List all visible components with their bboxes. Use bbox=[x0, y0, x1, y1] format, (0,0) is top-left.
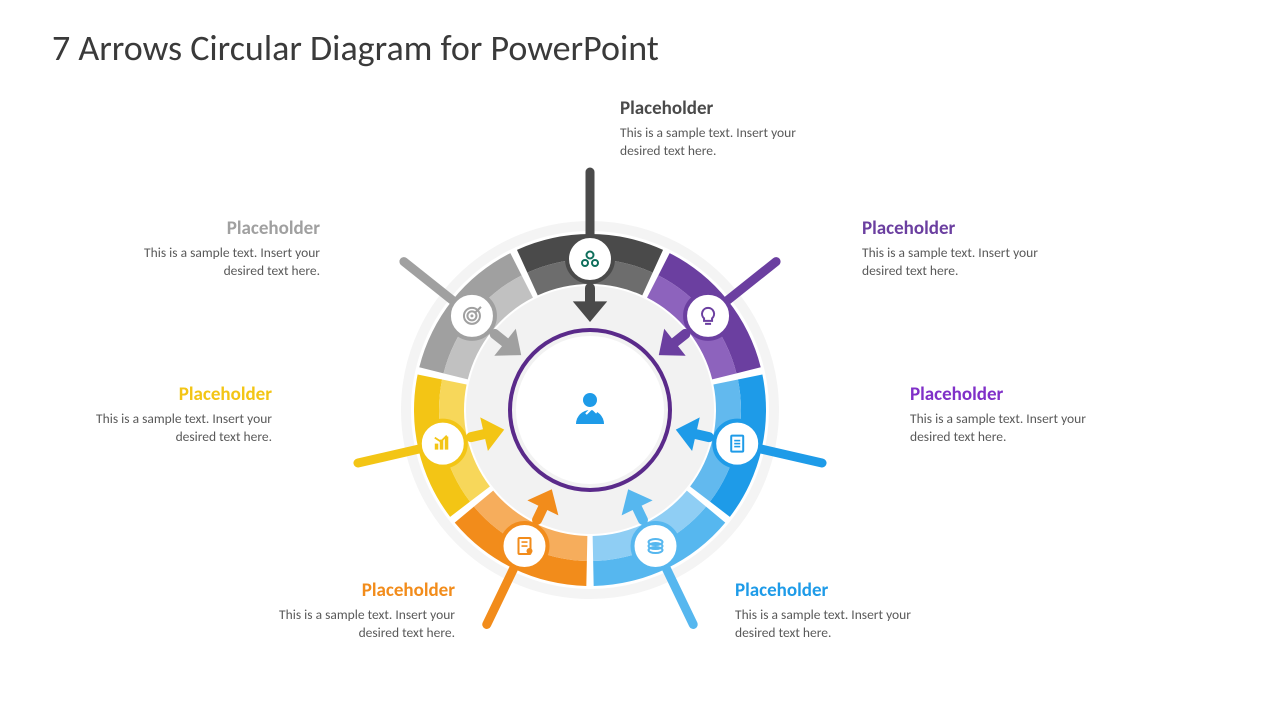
label-title-5: Placeholder bbox=[62, 384, 272, 407]
label-title-6: Placeholder bbox=[110, 218, 320, 241]
label-group-2: Placeholder This is a sample text. Insert… bbox=[910, 384, 1120, 446]
label-group-6: Placeholder This is a sample text. Insert… bbox=[110, 218, 320, 280]
label-title-4: Placeholder bbox=[245, 580, 455, 603]
label-title-0: Placeholder bbox=[620, 98, 830, 121]
spoke-1 bbox=[724, 262, 776, 303]
spoke-6 bbox=[404, 262, 456, 303]
label-group-5: Placeholder This is a sample text. Insert… bbox=[62, 384, 272, 446]
label-body-4: This is a sample text. Insert your desir… bbox=[245, 606, 455, 642]
label-body-6: This is a sample text. Insert your desir… bbox=[110, 244, 320, 280]
icon-badge-1 bbox=[685, 293, 731, 339]
label-group-4: Placeholder This is a sample text. Insert… bbox=[245, 580, 455, 642]
label-body-2: This is a sample text. Insert your desir… bbox=[910, 410, 1120, 446]
label-title-1: Placeholder bbox=[862, 218, 1072, 241]
label-group-1: Placeholder This is a sample text. Insert… bbox=[862, 218, 1072, 280]
label-title-2: Placeholder bbox=[910, 384, 1120, 407]
label-body-0: This is a sample text. Insert your desir… bbox=[620, 124, 830, 160]
label-title-3: Placeholder bbox=[735, 580, 945, 603]
label-body-1: This is a sample text. Insert your desir… bbox=[862, 244, 1072, 280]
label-body-5: This is a sample text. Insert your desir… bbox=[62, 410, 272, 446]
label-group-0: Placeholder This is a sample text. Insert… bbox=[620, 98, 830, 160]
label-body-3: This is a sample text. Insert your desir… bbox=[735, 606, 945, 642]
label-group-3: Placeholder This is a sample text. Insert… bbox=[735, 580, 945, 642]
